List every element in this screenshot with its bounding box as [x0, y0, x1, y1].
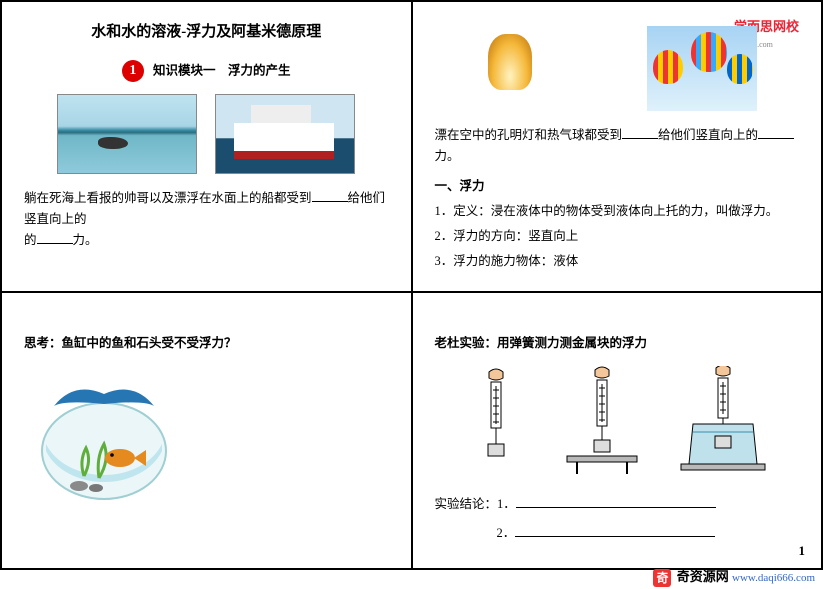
dead-sea-photo: [57, 94, 197, 174]
image-row: [24, 94, 389, 174]
ship-photo: [215, 94, 355, 174]
experiment-heading: 老杜实验：用弹簧测力测金属块的浮力: [435, 333, 800, 354]
quadrant-3: 思考：鱼缸中的鱼和石头受不受浮力？: [1, 292, 412, 570]
image-row-2: [435, 26, 800, 111]
module-row: 1 知识模块一 浮力的产生: [24, 60, 389, 82]
spring-scale-1: [461, 366, 531, 476]
module-label: 知识模块一 浮力的产生: [153, 63, 291, 77]
q1-sentence: 躺在死海上看报的帅哥以及漂浮在水面上的船都受到给他们竖直向上的的力。: [24, 188, 389, 252]
hot-air-balloons-photo: [647, 26, 757, 111]
quadrant-2: 学而思网校xueersi.com 漂在空中的孔明灯和热气球都受到给他们竖直向上的…: [412, 1, 823, 292]
footer-logo-icon: 奇: [653, 569, 671, 587]
sky-lantern-photo: [476, 26, 546, 111]
blank-1[interactable]: [312, 190, 348, 202]
result-line-1: 实验结论：1．: [435, 494, 800, 515]
result-line-2: 2．: [497, 523, 800, 544]
experiment-diagrams: [435, 366, 800, 476]
think-prompt: 思考：鱼缸中的鱼和石头受不受浮力？: [24, 333, 389, 354]
def-2: 2．浮力的方向：竖直向上: [435, 226, 800, 247]
footer-url[interactable]: www.daqi666.com: [732, 572, 815, 584]
blank-4[interactable]: [758, 127, 794, 139]
footer-site: 奇资源网: [677, 569, 729, 584]
section-heading: 一、浮力: [435, 176, 800, 197]
quadrant-4: 老杜实验：用弹簧测力测金属块的浮力: [412, 292, 823, 570]
blank-2[interactable]: [37, 232, 73, 244]
blank-3[interactable]: [622, 127, 658, 139]
blank-result-1[interactable]: [516, 496, 716, 508]
footer-watermark: 奇 奇资源网 www.daqi666.com: [653, 566, 815, 587]
q2-sentence: 漂在空中的孔明灯和热气球都受到给他们竖直向上的力。: [435, 125, 800, 168]
def-3: 3．浮力的施力物体：液体: [435, 251, 800, 272]
badge-icon: 1: [122, 60, 144, 82]
page-title: 水和水的溶液-浮力及阿基米德原理: [24, 20, 389, 46]
worksheet-page: 水和水的溶液-浮力及阿基米德原理 1 知识模块一 浮力的产生 躺在死海上看报的帅…: [0, 0, 823, 570]
fishbowl-image: [24, 366, 184, 506]
blank-result-2[interactable]: [515, 525, 715, 537]
quadrant-1: 水和水的溶液-浮力及阿基米德原理 1 知识模块一 浮力的产生 躺在死海上看报的帅…: [1, 1, 412, 292]
def-1: 1．定义：浸在液体中的物体受到液体向上托的力，叫做浮力。: [435, 201, 800, 222]
spring-scale-3: [673, 366, 773, 476]
page-number: 1: [799, 540, 806, 562]
spring-scale-2: [557, 366, 647, 476]
